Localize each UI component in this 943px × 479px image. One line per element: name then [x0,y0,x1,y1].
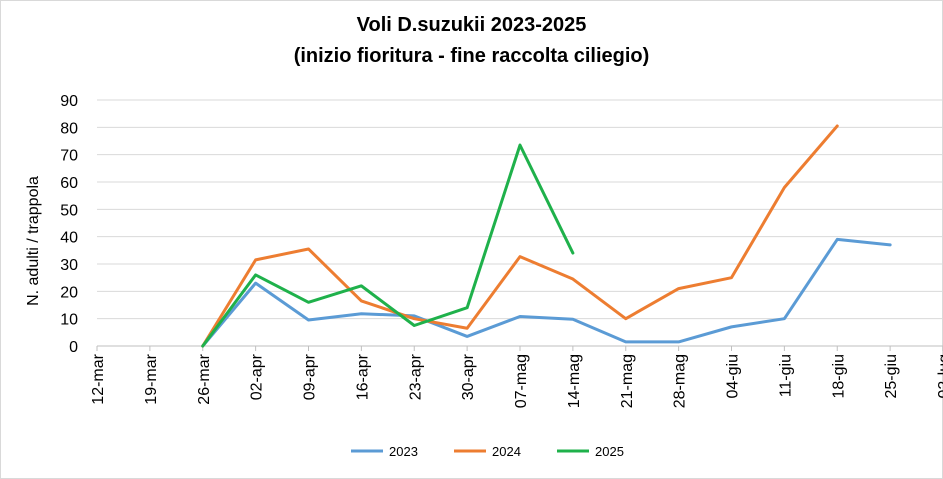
series-line-2023 [201,237,892,348]
series-lines [201,124,892,348]
x-tick-label: 02-apr [249,353,266,400]
y-tick-label: 80 [60,120,78,137]
y-tick-label: 60 [60,175,78,192]
y-tick-label: 0 [69,339,78,356]
series-line-2025 [201,143,575,348]
y-tick-label: 40 [60,230,78,247]
x-tick-label: 30-apr [460,353,477,400]
x-tick-label: 23-apr [407,353,424,400]
legend-label: 2024 [492,444,521,459]
gridlines [97,99,943,320]
x-tick-label: 25-giu [883,354,900,398]
y-tick-label: 30 [60,257,78,274]
x-tick-label: 18-giu [830,354,847,398]
x-tick-label: 09-apr [302,353,319,400]
chart-title: Voli D.suzukii 2023-2025 [356,14,587,36]
x-tick-label: 07-mag [513,354,530,408]
x-tick-label: 04-giu [725,354,742,398]
x-tick-label: 21-mag [619,354,636,408]
x-axis-ticks: 12-mar 19-mar 26-mar 02-apr 09-apr 16-apr 23-a… [90,346,943,408]
x-tick-label: 12-mar [90,353,107,404]
y-tick-label: 10 [60,312,78,329]
y-axis-label: N. adulti / trappola [25,176,42,306]
legend-label: 2023 [389,444,418,459]
y-tick-label: 50 [60,202,78,219]
series-line-2024 [201,124,839,348]
x-tick-label: 26-mar [196,353,213,404]
x-tick-label: 02-lug [936,354,943,398]
y-axis-ticks: 0 10 20 30 40 50 60 70 80 90 [60,93,78,356]
x-tick-label: 16-apr [354,353,371,400]
legend: 2023 2024 2025 [351,444,624,459]
x-tick-label: 11-giu [777,354,794,397]
legend-label: 2025 [595,444,624,459]
y-tick-label: 20 [60,284,78,301]
y-tick-label: 90 [60,93,78,110]
x-tick-label: 14-mag [566,354,583,408]
x-tick-label: 28-mag [672,354,689,408]
chart-subtitle: (inizio fioritura - fine raccolta cilieg… [293,45,650,67]
x-tick-label: 19-mar [143,353,160,404]
y-tick-label: 70 [60,148,78,165]
